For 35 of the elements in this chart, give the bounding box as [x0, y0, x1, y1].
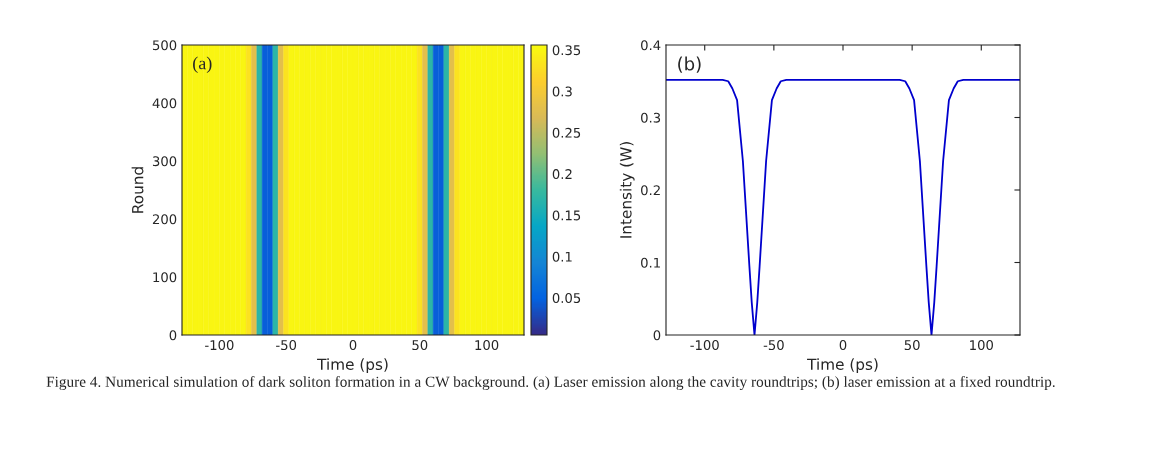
y-tick-label: 300 [152, 156, 177, 167]
x-tick-label: 50 [904, 340, 920, 351]
color-bar-label: 0.15 [552, 210, 581, 221]
x-tick-label: -100 [690, 340, 719, 351]
color-bar-label: 0.2 [552, 169, 572, 180]
y-tick-label: 0 [653, 330, 661, 341]
caption: Figure 4. Numerical simulation of dark soliton formation in a CW background. (a) Laser emission along the cavity roundtrips; (b) laser emission at a fixed roundtrip. [46, 376, 1055, 391]
y-tick-label: 0.4 [641, 40, 661, 51]
y-tick-label: 0 [169, 330, 177, 341]
color-bar-label: 0.1 [552, 251, 572, 262]
x-axis-title: Time (ps) [807, 358, 878, 373]
y-tick-label: 0.3 [641, 112, 661, 123]
y-tick-label: 100 [153, 272, 177, 283]
color-bar-label: 0.05 [552, 293, 581, 304]
x-tick-label: 50 [412, 340, 428, 351]
y-tick-label: 0.1 [641, 257, 660, 268]
x-tick-label: -100 [205, 340, 234, 351]
y-axis-title: Intensity (W) [619, 142, 635, 238]
y-tick-label: 0.2 [641, 185, 660, 196]
annotation: (b) [678, 56, 701, 73]
y-tick-label: 200 [152, 214, 177, 225]
y-axis-title: Round [131, 167, 144, 213]
x-tick-label: 0 [839, 340, 847, 351]
y-tick-label: 400 [152, 98, 177, 109]
y-tick-label: 500 [152, 40, 177, 51]
x-tick-label: -50 [763, 340, 784, 351]
color-bar-label: 0.3 [552, 86, 572, 97]
x-tick-label: 100 [970, 340, 993, 351]
color-bar-label: 0.35 [552, 45, 581, 56]
x-tick-label: -50 [276, 340, 297, 351]
color-bar-label: 0.25 [552, 127, 581, 138]
x-axis-title: Time (ps) [317, 358, 388, 373]
x-tick-label: 100 [475, 340, 499, 351]
x-tick-label: 0 [349, 340, 357, 351]
annotation: (a) [193, 56, 212, 73]
